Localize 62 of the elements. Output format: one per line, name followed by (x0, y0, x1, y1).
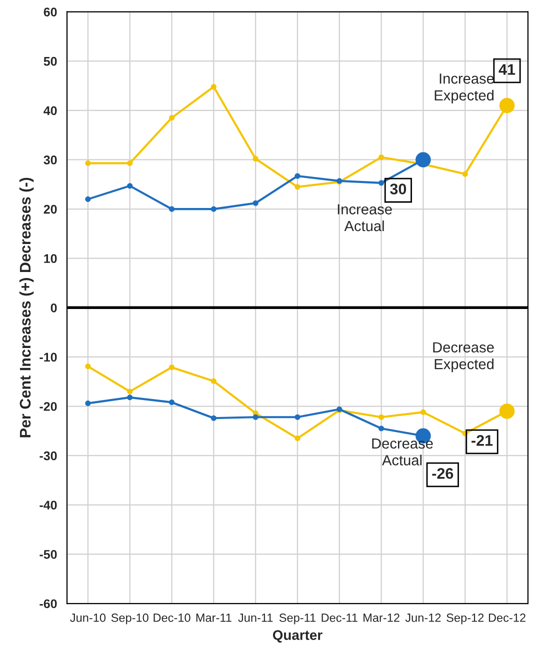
data-label: 30 (390, 184, 406, 194)
x-tick-label: Jun-12 (405, 614, 441, 622)
text: Decrease Expected (433, 342, 494, 372)
point (127, 388, 133, 394)
point (85, 364, 91, 370)
x-tick-label: Mar-11 (196, 614, 232, 622)
point (378, 426, 384, 432)
y-tick-label: -60 (40, 599, 57, 608)
x-tick-label: Dec-12 (488, 614, 526, 622)
y-tick-label: 40 (44, 106, 57, 116)
y-axis-title: Per Cent Increases (+) Decreases (-) (19, 178, 34, 438)
point (378, 180, 384, 186)
x-axis-title: Quarter (272, 630, 322, 643)
y-tick-label: -10 (40, 352, 57, 362)
x-tick-label: Jun-10 (70, 614, 106, 622)
point (85, 160, 91, 166)
y-tick-label: 20 (44, 204, 57, 214)
point (294, 436, 300, 442)
point (210, 378, 216, 384)
point (420, 409, 426, 415)
point (294, 414, 300, 420)
point (252, 156, 258, 162)
point (168, 115, 175, 121)
data-label: -21 (472, 435, 493, 446)
point (168, 206, 175, 212)
point (378, 414, 384, 420)
point (210, 206, 216, 212)
x-tick-label: Sep-11 (279, 614, 316, 624)
point (378, 154, 384, 160)
point (294, 184, 300, 190)
y-tick-label: 60 (44, 8, 57, 16)
point (127, 160, 133, 166)
point (85, 196, 91, 202)
y-tick-label: 30 (44, 156, 57, 164)
point (252, 414, 258, 420)
x-tick-label: Dec-11 (322, 614, 358, 622)
point (252, 200, 258, 206)
y-tick-label: 0 (50, 303, 57, 312)
point (462, 171, 468, 177)
y-tick-label: -30 (40, 451, 57, 460)
y-tick-label: -40 (40, 500, 57, 510)
y-tick-label: -50 (40, 550, 57, 559)
x-tick-label: Sep-10 (111, 614, 148, 624)
y-tick-label: 10 (44, 254, 57, 264)
series-label: Decrease Actual (372, 438, 433, 466)
point (168, 400, 175, 406)
x-tick-label: Jun-11 (238, 614, 273, 622)
point (168, 364, 175, 370)
point (294, 173, 300, 179)
point (127, 183, 133, 189)
point (210, 415, 216, 421)
point (85, 400, 91, 406)
x-tick-label: Mar-12 (364, 614, 400, 622)
series-label: Increase Actual (338, 204, 392, 232)
x-tick-label: Dec-10 (154, 614, 190, 622)
data-label: -26 (432, 468, 454, 479)
y-tick-label: -20 (40, 402, 57, 411)
x-tick-label: Sep-12 (446, 614, 484, 624)
data-label: 41 (498, 64, 516, 75)
y-tick-label: 50 (44, 56, 57, 66)
point (210, 84, 216, 90)
point (127, 394, 133, 400)
